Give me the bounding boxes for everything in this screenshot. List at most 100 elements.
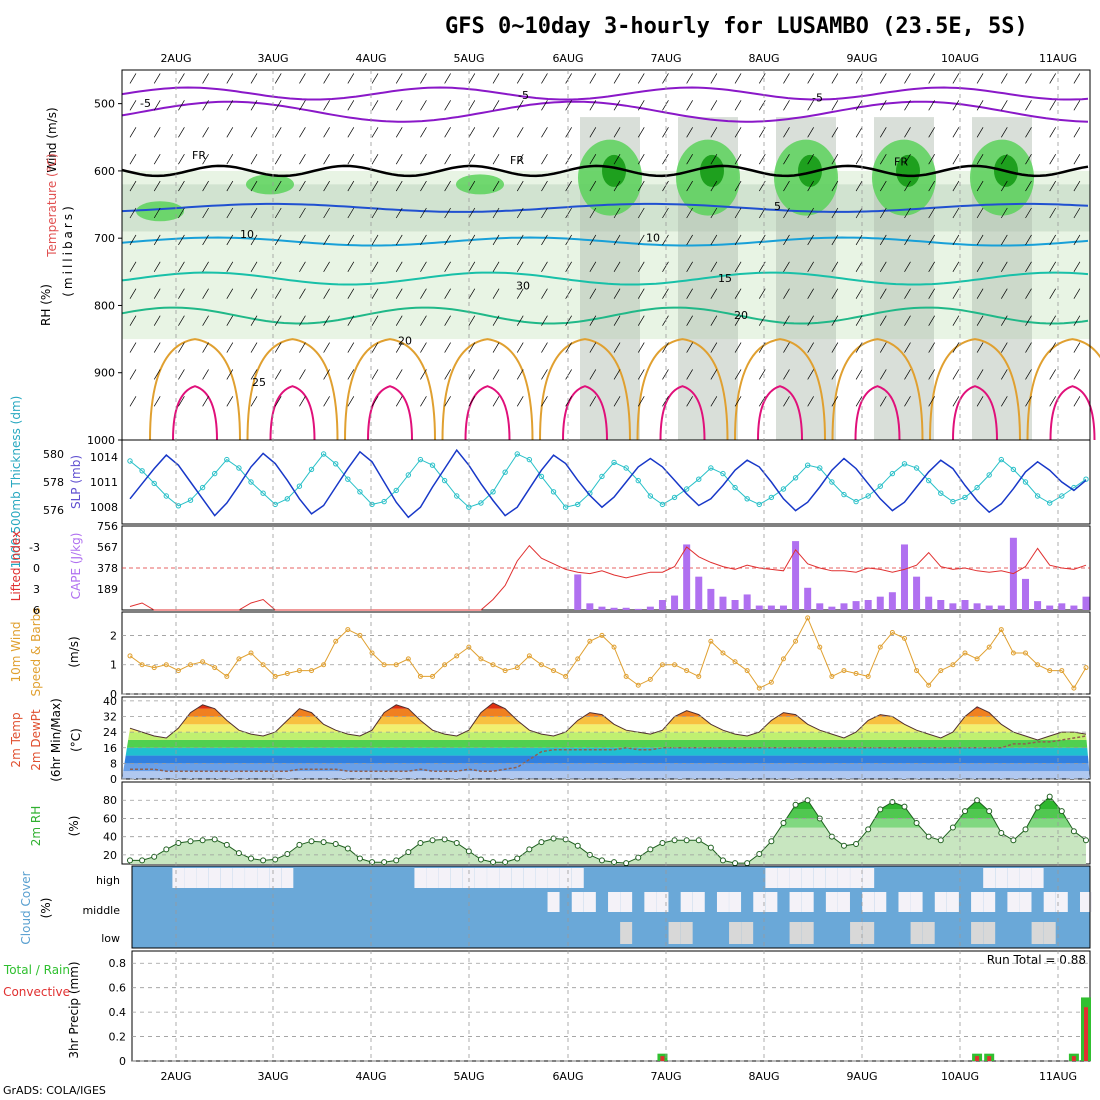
cloud-high-gap [825,868,838,888]
wind-barb [734,288,742,299]
cape-bar [804,587,812,610]
cloud-high-gap [208,868,221,888]
wind-barb [347,127,355,138]
temp-tick: 8 [110,757,117,770]
isotherm-25-loop [831,338,924,441]
wind-barb [952,127,960,138]
thickness-point [1046,500,1053,506]
wind-barb [1000,396,1008,407]
rh2m-point [248,855,255,862]
wind-barb [178,261,185,272]
wind-speed-point [962,650,968,656]
rh2m-point [937,837,944,844]
wind-tick: 2 [110,629,117,642]
date-label-bottom: 10AUG [941,1070,979,1083]
wind-barb [1025,342,1032,353]
wind-barb [299,342,306,353]
wind-barb [274,180,282,192]
rh2m-point [211,836,218,843]
wind-barb [1025,234,1032,246]
cloud-mid-gap [547,892,560,912]
wind-speed-point [914,668,920,674]
wind-barb [710,288,718,299]
thickness-point [478,500,484,506]
wind-barb [686,288,693,299]
wind-barb [299,127,306,138]
thickness-point [659,501,666,508]
rh2m-point [369,859,376,866]
wind-speed-point [393,662,399,668]
wind-barb [1073,180,1081,192]
date-label-top: 10AUG [941,52,979,65]
cloud-high-gap [245,868,258,888]
wind-barb [444,180,451,192]
wind-barb [710,261,718,272]
isotherm-25-loop [734,338,826,441]
wind-barb [541,207,548,219]
wind-speed-point [151,665,157,671]
upper-air-panel-labels: Wind (m/s) Temperature (°C) RH (%) (mill… [39,107,75,326]
wind-barb [420,261,427,272]
cloud-high-gap [474,868,487,888]
isotherm-25-loop [929,338,1021,441]
isotherm-label: FR [192,149,206,162]
wind-barb [323,342,330,353]
cape-bar [852,601,860,610]
cape-bar [574,574,582,610]
thickness-point [611,459,617,466]
wind-barb [395,127,403,138]
cape-bar [949,603,957,610]
wind-speed-point [926,682,932,688]
cloud-high-gap [801,868,814,888]
wind-barb [710,342,718,353]
wind-barb [226,180,234,192]
cloud-mid-gap [837,892,850,912]
thickness-point [1059,493,1065,499]
cape-bar [707,588,715,610]
wind-barb [1049,127,1056,138]
cape-bar [695,576,703,610]
wind-barb [274,369,282,380]
wind-barb [855,154,863,165]
rh2m-point [574,842,581,849]
wind-barb [323,73,330,84]
thickness-point [333,461,339,467]
wind-barb [274,396,282,407]
wind-barb [1073,288,1081,299]
cape-bar [973,603,981,610]
rh2m-point [296,841,303,848]
wind-barb [734,180,742,192]
wind-barb [1073,261,1081,272]
cape-bar [622,607,630,610]
wind-barb [420,369,427,380]
wind-barb [976,396,984,407]
precip-frame [131,950,1091,1062]
rh2m-point [441,836,448,843]
wind-barb [323,396,330,407]
wind-barb [589,369,597,380]
wind-barb [807,127,814,138]
rh-tick: 40 [103,831,117,844]
wind-speed-point [1010,650,1016,656]
precip-tick: 0.6 [109,982,127,995]
wind-barb [129,73,137,84]
wind-barb [589,261,597,272]
wind10m-frame [121,611,1091,695]
wind-barb [153,100,161,111]
rh2m-point [1083,837,1089,844]
wind-barb [686,127,693,138]
isotherm-30-loop [1049,385,1096,441]
isotherm-25-loop [1026,338,1100,441]
wind-barb [952,100,960,111]
cloud-high-gap [777,868,790,888]
wind-barb [323,100,330,111]
wind-barb [807,369,814,380]
wind-speed-point [744,668,750,674]
isotherm-30-loop [952,385,998,441]
wind-barb [613,315,621,326]
isotherm-30-loop [659,385,706,441]
chart-title: GFS 0~10day 3-hourly for LUSAMBO (23.5E,… [445,14,1028,39]
wind-barb [516,261,524,272]
cloud-mid-gap [680,892,693,912]
